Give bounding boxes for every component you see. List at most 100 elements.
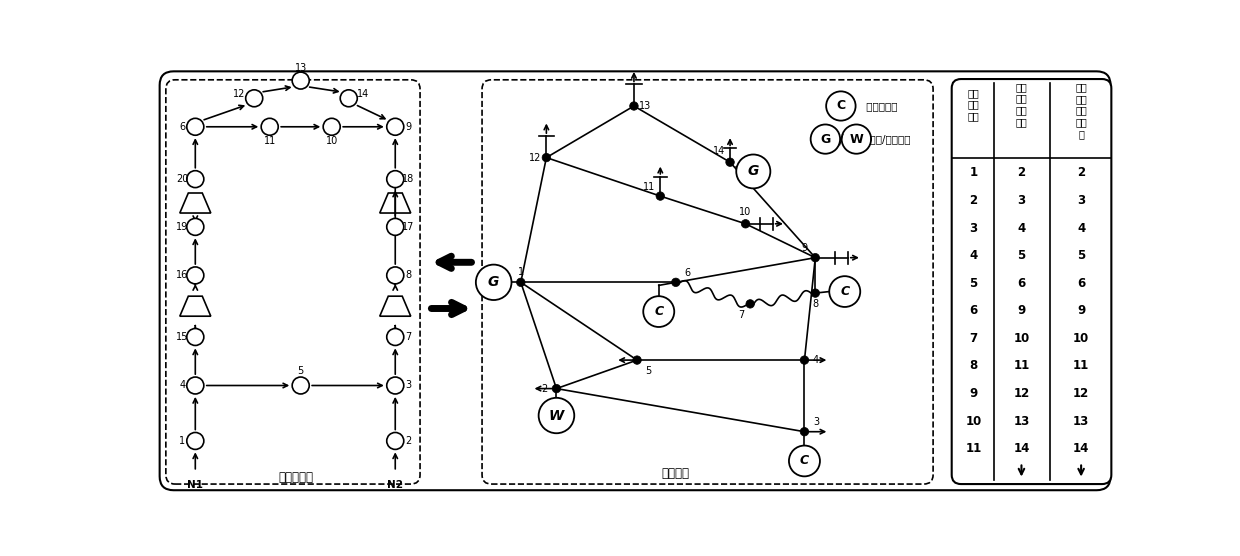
Text: 13: 13	[1013, 415, 1029, 428]
Circle shape	[725, 158, 734, 166]
Text: 9: 9	[801, 244, 807, 254]
Text: 2: 2	[542, 384, 548, 394]
Text: 14: 14	[357, 90, 370, 100]
Text: 12: 12	[528, 152, 541, 162]
Text: 天然气网络: 天然气网络	[279, 471, 314, 484]
Circle shape	[246, 90, 263, 107]
Circle shape	[187, 171, 203, 187]
Text: 4: 4	[1078, 222, 1085, 235]
Circle shape	[737, 155, 770, 188]
Text: 3: 3	[405, 380, 412, 390]
Text: 能源
中心
编号: 能源 中心 编号	[967, 88, 980, 121]
Circle shape	[632, 356, 641, 364]
Text: 3: 3	[1078, 194, 1085, 207]
Text: 15: 15	[176, 332, 188, 342]
Circle shape	[387, 329, 404, 345]
Text: C: C	[800, 454, 808, 468]
Circle shape	[187, 267, 203, 284]
Text: 10: 10	[1073, 332, 1089, 345]
Text: 6: 6	[1078, 277, 1085, 290]
Text: C: C	[655, 305, 663, 318]
Text: 12: 12	[1013, 387, 1029, 400]
Text: W: W	[549, 409, 564, 423]
Text: 4: 4	[1017, 222, 1025, 235]
Text: 5: 5	[970, 277, 977, 290]
Circle shape	[187, 329, 203, 345]
Text: W: W	[849, 132, 863, 146]
Text: 3: 3	[970, 222, 977, 235]
Text: N2: N2	[387, 480, 403, 490]
Text: 18: 18	[402, 174, 414, 184]
FancyBboxPatch shape	[166, 80, 420, 484]
Text: 11: 11	[1073, 360, 1089, 373]
Circle shape	[672, 278, 680, 286]
Circle shape	[644, 296, 675, 327]
Text: 8: 8	[812, 299, 818, 309]
Circle shape	[789, 445, 820, 476]
Text: 同步调相机: 同步调相机	[863, 101, 897, 111]
Text: 4: 4	[812, 355, 818, 365]
Circle shape	[538, 398, 574, 433]
Text: 2: 2	[970, 194, 977, 207]
Circle shape	[800, 356, 808, 364]
Text: C: C	[836, 100, 846, 112]
Text: G: G	[748, 165, 759, 178]
Text: 11: 11	[965, 442, 982, 455]
Text: 5: 5	[298, 366, 304, 376]
Circle shape	[340, 90, 357, 107]
Circle shape	[542, 153, 551, 162]
Text: 4: 4	[179, 380, 185, 390]
Text: 19: 19	[176, 222, 188, 232]
Text: 10: 10	[326, 136, 337, 146]
Text: G: G	[820, 132, 831, 146]
Circle shape	[842, 125, 870, 153]
Text: 2: 2	[1078, 166, 1085, 180]
Text: 10: 10	[965, 415, 982, 428]
Text: 1: 1	[970, 166, 977, 180]
Text: 9: 9	[1078, 304, 1085, 317]
FancyBboxPatch shape	[952, 79, 1111, 484]
Text: 6: 6	[684, 268, 691, 278]
Text: 2: 2	[405, 436, 412, 446]
Circle shape	[187, 219, 203, 235]
Text: 12: 12	[1073, 387, 1089, 400]
Circle shape	[811, 289, 820, 297]
Text: 8: 8	[405, 270, 412, 280]
Text: 3: 3	[813, 418, 820, 428]
Text: 2: 2	[1017, 166, 1025, 180]
Circle shape	[742, 220, 750, 228]
Circle shape	[293, 72, 309, 89]
Text: 8: 8	[970, 360, 977, 373]
Circle shape	[830, 276, 861, 307]
Text: 5: 5	[645, 366, 651, 376]
Circle shape	[387, 267, 404, 284]
Circle shape	[552, 384, 560, 393]
Text: 4: 4	[970, 249, 977, 262]
Text: 13: 13	[1073, 415, 1089, 428]
Text: 3: 3	[1017, 194, 1025, 207]
Circle shape	[800, 428, 808, 436]
Text: 5: 5	[1078, 249, 1085, 262]
Text: 9: 9	[1017, 304, 1025, 317]
FancyBboxPatch shape	[482, 80, 932, 484]
Text: 11: 11	[644, 182, 656, 192]
Circle shape	[630, 102, 639, 110]
Text: 10: 10	[1013, 332, 1029, 345]
Text: 12: 12	[233, 90, 246, 100]
Circle shape	[811, 125, 841, 153]
Text: 1: 1	[518, 266, 523, 276]
Text: 6: 6	[970, 304, 977, 317]
Text: 14: 14	[713, 146, 725, 156]
Circle shape	[387, 118, 404, 135]
Circle shape	[387, 377, 404, 394]
Text: 9: 9	[970, 387, 977, 400]
Text: 17: 17	[402, 222, 414, 232]
Circle shape	[387, 219, 404, 235]
Text: 13: 13	[640, 101, 652, 111]
Text: 14: 14	[1073, 442, 1089, 455]
Circle shape	[387, 171, 404, 187]
Circle shape	[656, 192, 665, 200]
Circle shape	[746, 300, 754, 308]
Circle shape	[517, 278, 525, 286]
Text: 6: 6	[179, 122, 185, 132]
